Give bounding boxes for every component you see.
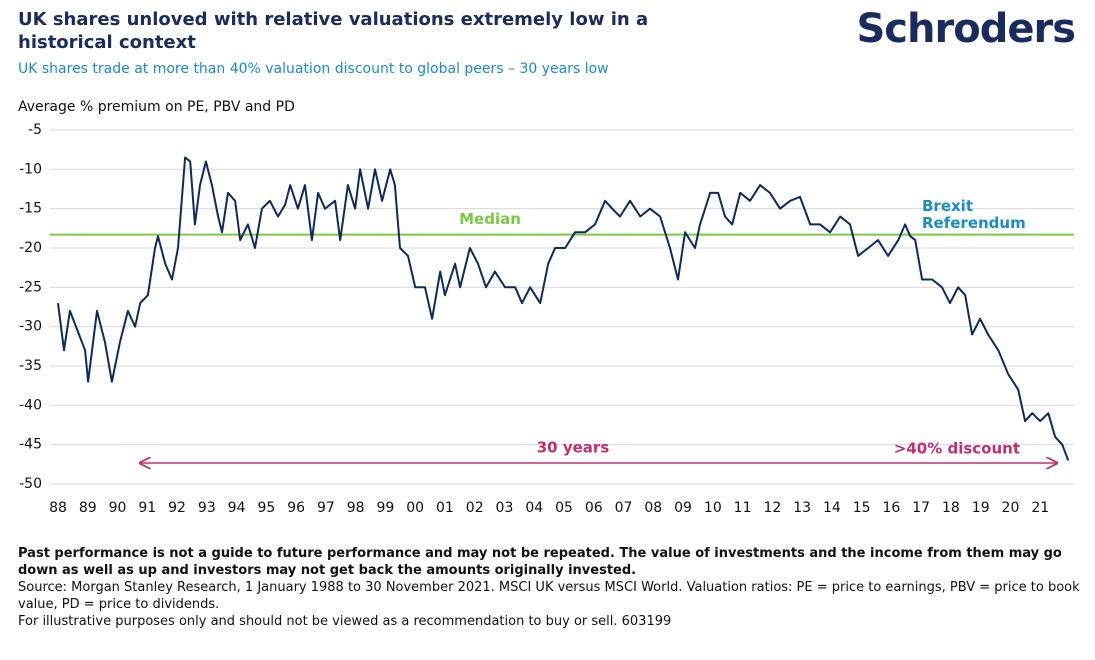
note: For illustrative purposes only and shoul…: [18, 614, 672, 629]
x-tick-label: 89: [79, 500, 97, 516]
x-tick-label: 04: [525, 500, 543, 516]
discount-label: >40% discount: [894, 440, 1020, 458]
x-tick-label: 96: [287, 500, 305, 516]
x-tick-label: 93: [198, 500, 216, 516]
x-tick-label: 05: [555, 500, 573, 516]
x-tick-label: 13: [793, 500, 811, 516]
x-tick-label: 94: [228, 500, 246, 516]
y-tick-label: -25: [19, 279, 42, 295]
x-tick-label: 10: [704, 500, 722, 516]
x-tick-label: 03: [496, 500, 514, 516]
x-tick-label: 09: [674, 500, 692, 516]
x-tick-label: 00: [406, 500, 424, 516]
x-tick-label: 97: [317, 500, 335, 516]
x-tick-label: 18: [942, 500, 960, 516]
chart-subtitle: UK shares trade at more than 40% valuati…: [18, 61, 609, 77]
chart: -5 -10 -15 -20 -25 -30 -35 -40 -45 -50 88 89 90 91 92 9…: [19, 122, 1074, 516]
y-axis-label: Average % premium on PE, PBV and PD: [18, 99, 295, 115]
source: Source: Morgan Stanley Research, 1 Janua…: [18, 580, 1080, 612]
x-tick-label: 98: [347, 500, 365, 516]
x-tick-label: 01: [436, 500, 454, 516]
y-tick-label: -50: [19, 476, 42, 492]
x-tick-label: 20: [1002, 500, 1020, 516]
y-tick-label: -15: [19, 201, 42, 217]
x-tick-label: 12: [763, 500, 781, 516]
chart-title: UK shares unloved with relative valuatio…: [18, 9, 649, 53]
disclaimer: Past performance is not a guide to futur…: [18, 546, 1062, 578]
x-tick-label: 15: [853, 500, 871, 516]
x-tick-label: 21: [1031, 500, 1049, 516]
x-tick-label: 07: [615, 500, 633, 516]
x-tick-label: 17: [912, 500, 930, 516]
y-tick-label: -40: [19, 397, 42, 413]
x-tick-label: 02: [466, 500, 484, 516]
x-tick-label: 90: [109, 500, 127, 516]
span-label: 30 years: [537, 439, 610, 457]
x-tick-label: 99: [376, 500, 394, 516]
data-line: [57, 156, 1070, 461]
x-tick-label: 14: [823, 500, 841, 516]
y-tick-label: -5: [28, 122, 42, 138]
brexit-annotation: Brexit Referendum: [922, 197, 1026, 232]
x-tick-label: 08: [644, 500, 662, 516]
x-tick-label: 88: [49, 500, 67, 516]
y-tick-label: -35: [19, 358, 42, 374]
x-tick-label: 06: [585, 500, 603, 516]
median-label: Median: [459, 210, 521, 228]
x-tick-label: 11: [734, 500, 752, 516]
x-tick-label: 95: [257, 500, 275, 516]
y-tick-label: -30: [19, 319, 42, 335]
x-tick-label: 92: [168, 500, 186, 516]
x-tick-label: 16: [882, 500, 900, 516]
x-tick-label: 91: [138, 500, 156, 516]
y-tick-label: -45: [19, 437, 42, 453]
x-tick-label: 19: [972, 500, 990, 516]
footer: Past performance is not a guide to futur…: [18, 545, 1083, 630]
y-tick-label: -10: [19, 161, 42, 177]
brand-logo: Schroders: [856, 6, 1076, 52]
y-tick-label: -20: [19, 240, 42, 256]
